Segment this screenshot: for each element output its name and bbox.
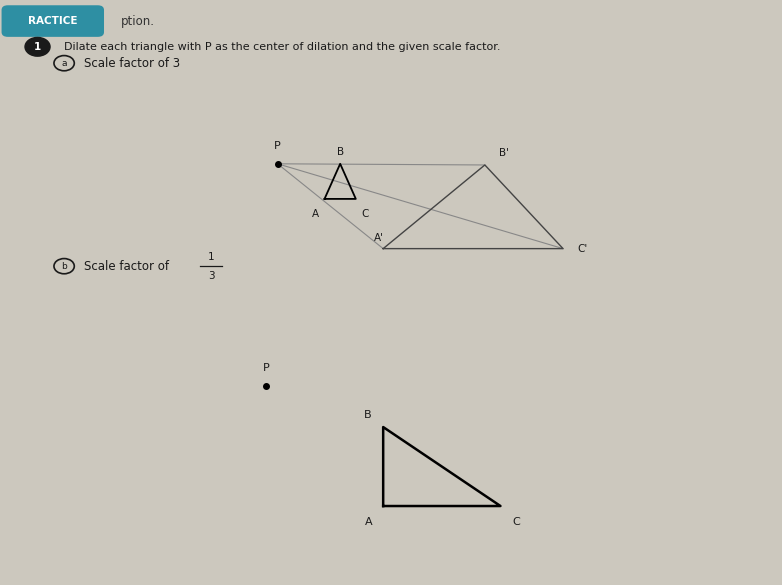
Text: C': C': [577, 243, 587, 254]
FancyBboxPatch shape: [2, 5, 104, 37]
Text: B: B: [336, 147, 344, 157]
Text: B': B': [499, 148, 509, 158]
Text: RACTICE: RACTICE: [28, 16, 78, 26]
Text: 1: 1: [34, 42, 41, 52]
Text: P: P: [263, 363, 269, 373]
Text: A: A: [365, 517, 373, 526]
Text: A': A': [375, 233, 384, 243]
Text: C: C: [361, 209, 369, 219]
Text: 1: 1: [208, 252, 214, 262]
Circle shape: [25, 37, 50, 56]
Text: Scale factor of: Scale factor of: [84, 260, 173, 273]
Text: b: b: [61, 261, 67, 271]
Text: ption.: ption.: [121, 15, 155, 27]
Text: 3: 3: [208, 270, 214, 281]
Text: Scale factor of 3: Scale factor of 3: [84, 57, 181, 70]
Text: P: P: [274, 141, 281, 151]
Text: B: B: [364, 410, 371, 420]
Text: A: A: [311, 209, 319, 219]
Text: Dilate each triangle with P as the center of dilation and the given scale factor: Dilate each triangle with P as the cente…: [64, 42, 500, 52]
Text: C: C: [512, 517, 520, 526]
Text: a: a: [61, 58, 67, 68]
